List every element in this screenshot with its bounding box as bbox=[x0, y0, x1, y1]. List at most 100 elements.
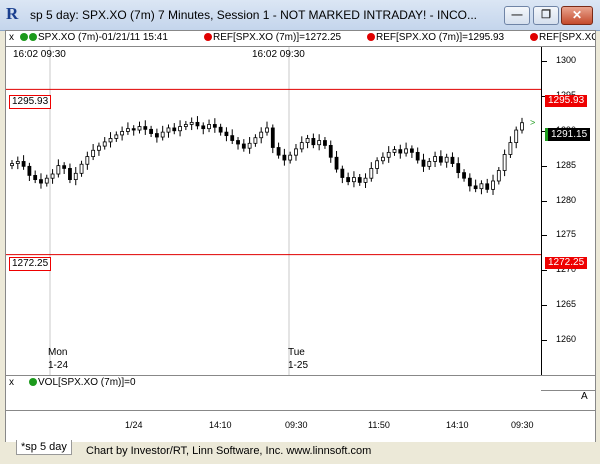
y-tick-mark bbox=[542, 340, 547, 342]
chart-tab[interactable]: *sp 5 day bbox=[16, 440, 72, 455]
candle bbox=[212, 118, 217, 133]
candle bbox=[392, 146, 397, 156]
restore-button[interactable]: ❐ bbox=[533, 6, 559, 25]
candle bbox=[444, 153, 449, 168]
candle-body bbox=[10, 163, 14, 167]
candle-body bbox=[404, 148, 408, 154]
candle bbox=[73, 167, 78, 186]
candle-body bbox=[85, 156, 90, 165]
series-color-dot bbox=[367, 33, 375, 41]
candle-body bbox=[33, 175, 38, 180]
close-window-button[interactable]: ✕ bbox=[561, 6, 593, 25]
candle-body bbox=[241, 143, 246, 149]
candle bbox=[183, 120, 188, 131]
window-title-bar[interactable]: R sp 5 day: SPX.XO (7m) 7 Minutes, Sessi… bbox=[0, 0, 600, 31]
candle bbox=[485, 178, 490, 193]
minimize-button[interactable]: — bbox=[504, 6, 530, 25]
candle bbox=[126, 122, 130, 135]
candle bbox=[33, 170, 38, 184]
candles: > bbox=[10, 116, 535, 195]
legend-item-price[interactable]: SPX.XO (7m)-01/21/11 15:41 bbox=[20, 32, 168, 43]
series-color-dot bbox=[20, 33, 28, 41]
candle-body bbox=[282, 154, 287, 161]
candle-body bbox=[346, 177, 351, 183]
volume-legend-bar: x VOL[SPX.XO (7m)]=0 bbox=[6, 375, 595, 391]
candle bbox=[39, 173, 43, 189]
reference-value-badge: 1272.25 bbox=[545, 257, 588, 269]
candle-body bbox=[143, 126, 148, 130]
candle bbox=[154, 128, 159, 143]
candle-body bbox=[195, 121, 200, 127]
candle bbox=[323, 137, 327, 149]
candle bbox=[265, 121, 269, 136]
candle-body bbox=[212, 124, 217, 128]
chart-legend-bar: x SPX.XO (7m)-01/21/11 15:41 REF[SPX.XO … bbox=[6, 31, 595, 47]
volume-pane[interactable] bbox=[6, 390, 541, 410]
reference-label-left: 1272.25 bbox=[9, 257, 52, 271]
candle bbox=[502, 149, 507, 177]
close-icon: ✕ bbox=[571, 8, 583, 22]
candle-body bbox=[102, 141, 107, 147]
candle bbox=[328, 140, 333, 163]
candle bbox=[375, 157, 380, 175]
candle-body bbox=[201, 125, 206, 130]
legend-item-ref-3[interactable]: REF[SPX.XO (7m)]=1 bbox=[530, 32, 595, 43]
x-tick-label: 09:30 bbox=[511, 420, 534, 430]
candle bbox=[450, 152, 455, 168]
candle-body bbox=[363, 177, 368, 183]
candle-body bbox=[496, 170, 501, 182]
gridlines bbox=[49, 47, 290, 375]
candle-body bbox=[131, 128, 136, 131]
close-pane-icon[interactable]: x bbox=[9, 377, 14, 388]
candle-body bbox=[172, 127, 177, 132]
candle bbox=[369, 162, 374, 182]
candle-body bbox=[288, 154, 293, 161]
y-tick-mark bbox=[542, 95, 547, 97]
candle-body bbox=[137, 126, 142, 131]
candle-body bbox=[427, 161, 432, 167]
time-x-axis[interactable]: 1/24 14:10 09:30 11:50 14:10 09:30 bbox=[6, 410, 595, 443]
candle bbox=[520, 117, 524, 134]
candle bbox=[467, 173, 472, 192]
candle-body bbox=[259, 131, 264, 139]
candle-body bbox=[236, 140, 240, 145]
candle-body bbox=[415, 151, 420, 161]
chart-window: x SPX.XO (7m)-01/21/11 15:41 REF[SPX.XO … bbox=[5, 30, 596, 444]
reference-lines bbox=[6, 88, 541, 256]
y-tick-label: 1295 bbox=[556, 90, 576, 100]
candle-body bbox=[39, 179, 43, 184]
legend-item-ref-1[interactable]: REF[SPX.XO (7m)]=1272.25 bbox=[204, 32, 341, 43]
candle-body bbox=[294, 148, 298, 156]
price-chart-plot[interactable]: > bbox=[6, 47, 541, 375]
close-pane-icon[interactable]: x bbox=[9, 32, 14, 43]
last-price-marker: > bbox=[530, 118, 535, 128]
candle bbox=[305, 134, 310, 149]
candle-body bbox=[421, 159, 426, 167]
candle bbox=[421, 153, 426, 172]
candle bbox=[340, 165, 345, 184]
candle bbox=[247, 137, 252, 154]
volume-legend-item[interactable]: VOL[SPX.XO (7m)]=0 bbox=[29, 377, 136, 388]
candle-body bbox=[247, 142, 252, 149]
candle bbox=[50, 169, 55, 184]
candle bbox=[352, 171, 356, 188]
candle bbox=[160, 125, 165, 141]
restore-icon: ❐ bbox=[541, 9, 551, 21]
candle-body bbox=[299, 142, 304, 150]
legend-item-ref-2[interactable]: REF[SPX.XO (7m)]=1295.93 bbox=[367, 32, 504, 43]
candle-body bbox=[166, 127, 171, 133]
candle-body bbox=[485, 183, 490, 190]
candle-body bbox=[62, 165, 67, 169]
session-time-label: 16:02 09:30 bbox=[252, 49, 305, 60]
chart-credit: Chart by Investor/RT, Linn Software, Inc… bbox=[86, 445, 372, 457]
candle bbox=[114, 131, 119, 142]
series-color-dot bbox=[29, 33, 37, 41]
status-bar: *sp 5 day Chart by Investor/RT, Linn Sof… bbox=[0, 440, 600, 464]
session-time-label: 16:02 09:30 bbox=[13, 49, 66, 60]
candle-body bbox=[369, 168, 374, 179]
day-name: Tue bbox=[288, 347, 305, 358]
y-tick-label: 1270 bbox=[556, 264, 577, 275]
candle bbox=[241, 139, 246, 152]
candle-body bbox=[508, 142, 513, 155]
candle-body bbox=[50, 173, 55, 179]
